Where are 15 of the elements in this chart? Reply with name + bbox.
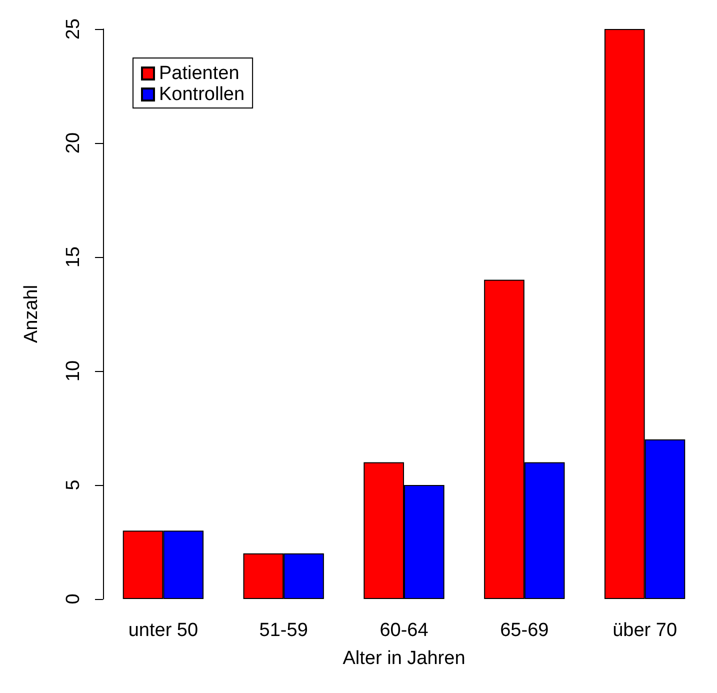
- y-tick-label: 25: [63, 18, 84, 40]
- x-tick-label: 60-64: [380, 620, 429, 641]
- y-axis-title: Anzahl: [21, 284, 42, 344]
- legend-label: Patienten: [159, 63, 240, 84]
- y-tick-label: 0: [63, 594, 84, 604]
- x-tick-label: 51-59: [259, 620, 308, 641]
- x-tick-label: unter 50: [128, 620, 198, 641]
- y-tick-label: 15: [63, 246, 84, 268]
- x-axis-title: Alter in Jahren: [342, 648, 466, 669]
- y-tick-label: 5: [63, 480, 84, 490]
- y-tick-label: 10: [63, 360, 84, 382]
- y-tick-label: 20: [63, 132, 84, 154]
- x-tick-label: 65-69: [500, 620, 549, 641]
- legend-label: Kontrollen: [159, 84, 245, 105]
- x-tick-label: über 70: [612, 620, 678, 641]
